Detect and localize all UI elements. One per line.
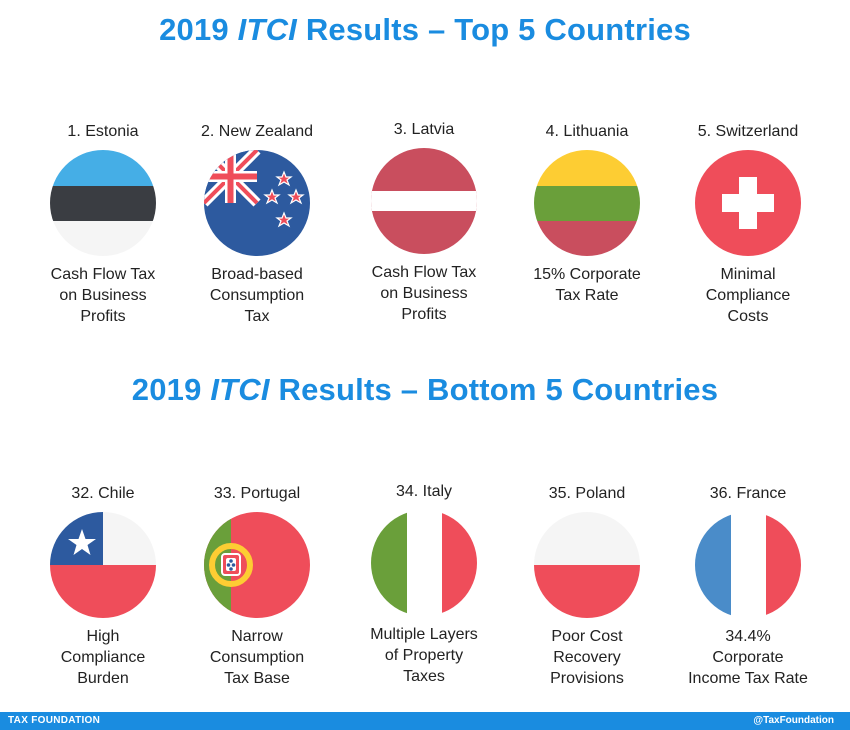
switzerland-flag-icon [695, 150, 801, 256]
country-description: Multiple Layers of Property Taxes [349, 624, 499, 687]
estonia-flag-icon [50, 150, 156, 256]
desc-line: Consumption [209, 287, 305, 304]
country-description: Broad-based Consumption Tax [182, 264, 332, 327]
desc-line: Recovery [553, 649, 621, 666]
desc-line: Poor Cost [551, 628, 623, 645]
bottom-heading: 2019 ITCI Results – Bottom 5 Countries [0, 372, 850, 408]
desc-line: of Property [384, 647, 464, 664]
desc-line: Income Tax Rate [688, 670, 808, 687]
desc-line: Tax [244, 308, 270, 325]
bottom-heading-post: Results – Bottom 5 Countries [269, 372, 719, 407]
desc-line: on Business [380, 285, 468, 302]
bottom-country-2: 33. Portugal Narrow Consumption Tax Base [177, 484, 337, 689]
country-description: Minimal Compliance Costs [673, 264, 823, 327]
country-description: Narrow Consumption Tax Base [182, 626, 332, 689]
country-rank: 32. Chile [71, 485, 135, 502]
top-heading-post: Results – Top 5 Countries [297, 12, 691, 47]
desc-line: 15% Corporate [533, 266, 641, 283]
desc-line: Corporate [712, 649, 784, 666]
desc-line: Costs [727, 308, 769, 325]
footer-bar: TAX FOUNDATION @TaxFoundation [0, 712, 850, 730]
top-heading-em: ITCI [237, 12, 297, 47]
desc-line: on Business [59, 287, 147, 304]
country-description: 34.4% Corporate Income Tax Rate [668, 626, 828, 689]
top-heading-pre: 2019 [159, 12, 238, 47]
desc-line: Profits [80, 308, 126, 325]
desc-line: Tax Rate [555, 287, 619, 304]
desc-line: 34.4% [725, 628, 771, 645]
footer-brand: TAX FOUNDATION [8, 715, 101, 726]
top-country-1: 1. Estonia Cash Flow Tax on Business Pro… [23, 122, 183, 327]
portugal-flag-icon [204, 512, 310, 618]
country-rank: 3. Latvia [393, 121, 455, 138]
poland-flag-icon [534, 512, 640, 618]
country-description: Cash Flow Tax on Business Profits [349, 262, 499, 325]
desc-line: Cash Flow Tax [371, 264, 477, 281]
bottom-country-5: 36. France 34.4% Corporate Income Tax Ra… [668, 484, 828, 689]
desc-line: Compliance [705, 287, 791, 304]
country-description: Poor Cost Recovery Provisions [512, 626, 662, 689]
country-rank: 1. Estonia [67, 123, 139, 140]
bottom-country-3: 34. Italy Multiple Layers of Property Ta… [344, 482, 504, 687]
top-country-2: 2. New Zealand Broad-based Consumption T… [177, 122, 337, 327]
country-rank: 4. Lithuania [545, 123, 629, 140]
desc-line: Taxes [403, 668, 445, 685]
top-country-3: 3. Latvia Cash Flow Tax on Business Prof… [344, 120, 504, 325]
bottom-heading-em: ITCI [210, 372, 270, 407]
chile-flag-icon [50, 512, 156, 618]
italy-flag-icon [371, 510, 477, 616]
country-rank: 5. Switzerland [697, 123, 799, 140]
desc-line: Multiple Layers [370, 626, 478, 643]
top-heading: 2019 ITCI Results – Top 5 Countries [0, 12, 850, 48]
desc-line: Cash Flow Tax [50, 266, 156, 283]
country-rank: 34. Italy [395, 483, 453, 500]
bottom-country-4: 35. Poland Poor Cost Recovery Provisions [507, 484, 667, 689]
lithuania-flag-icon [534, 150, 640, 256]
country-description: Cash Flow Tax on Business Profits [28, 264, 178, 327]
top-country-5: 5. Switzerland Minimal Compliance Costs [668, 122, 828, 327]
country-rank: 2. New Zealand [200, 123, 314, 140]
bottom-heading-pre: 2019 [131, 372, 211, 407]
bottom-country-1: 32. Chile High Compliance Burden [23, 484, 183, 689]
country-rank: 33. Portugal [213, 485, 301, 502]
desc-line: Broad-based [211, 266, 303, 283]
country-rank: 36. France [709, 485, 787, 502]
country-rank: 35. Poland [548, 485, 626, 502]
top-country-4: 4. Lithuania 15% Corporate Tax Rate [507, 122, 667, 306]
country-description: High Compliance Burden [28, 626, 178, 689]
desc-line: Tax Base [224, 670, 290, 687]
desc-line: Consumption [209, 649, 305, 666]
desc-line: Minimal [720, 266, 776, 283]
footer-handle: @TaxFoundation [753, 715, 834, 726]
desc-line: High [86, 628, 120, 645]
desc-line: Profits [401, 306, 447, 323]
desc-line: Narrow [231, 628, 283, 645]
desc-line: Burden [77, 670, 129, 687]
latvia-flag-icon [371, 148, 477, 254]
france-flag-icon [695, 512, 801, 618]
country-description: 15% Corporate Tax Rate [512, 264, 662, 306]
new-zealand-flag-icon [204, 150, 310, 256]
desc-line: Provisions [550, 670, 624, 687]
desc-line: Compliance [60, 649, 146, 666]
